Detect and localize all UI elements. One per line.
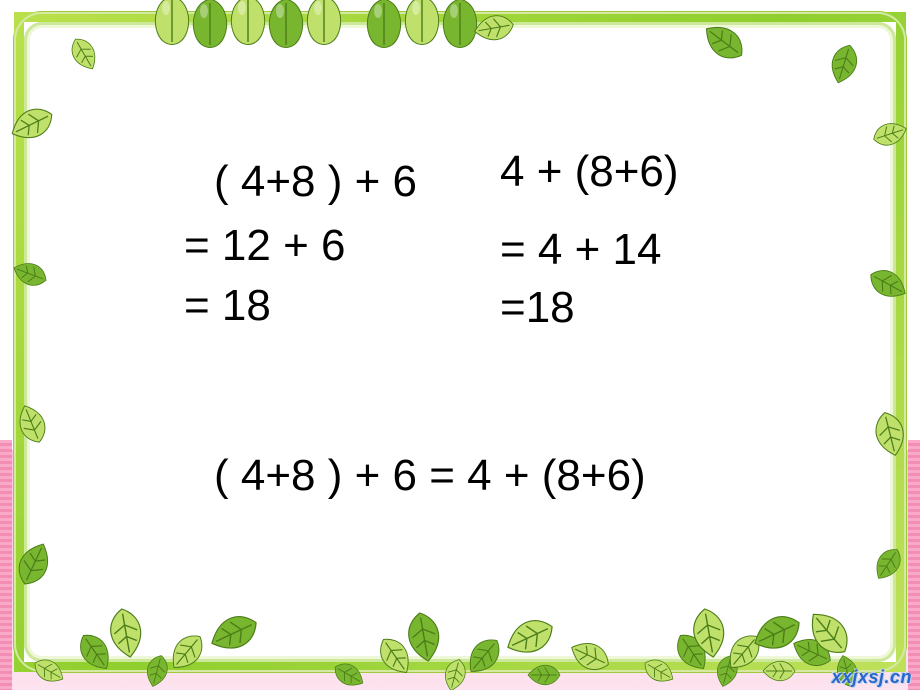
- content-area: ( 4+8 ) + 6 = 12 + 6 = 18 4 + (8+6) = 4 …: [84, 82, 836, 602]
- slide-frame: ( 4+8 ) + 6 = 12 + 6 = 18 4 + (8+6) = 4 …: [14, 12, 906, 672]
- pink-column-right: [908, 440, 920, 690]
- pink-column-left: [0, 440, 12, 690]
- watermark: xxjxsj.cn: [831, 667, 912, 688]
- right-expression: 4 + (8+6): [500, 148, 679, 196]
- right-step-2: =18: [500, 284, 575, 332]
- banner-leaf-icon: [438, 0, 482, 51]
- left-expression: ( 4+8 ) + 6: [214, 158, 417, 206]
- left-step-2: = 18: [184, 282, 271, 330]
- equality-line: ( 4+8 ) + 6 = 4 + (8+6): [214, 452, 646, 500]
- banner-leaf-icon: [302, 0, 346, 48]
- left-step-1: = 12 + 6: [184, 222, 345, 270]
- right-step-1: = 4 + 14: [500, 226, 661, 274]
